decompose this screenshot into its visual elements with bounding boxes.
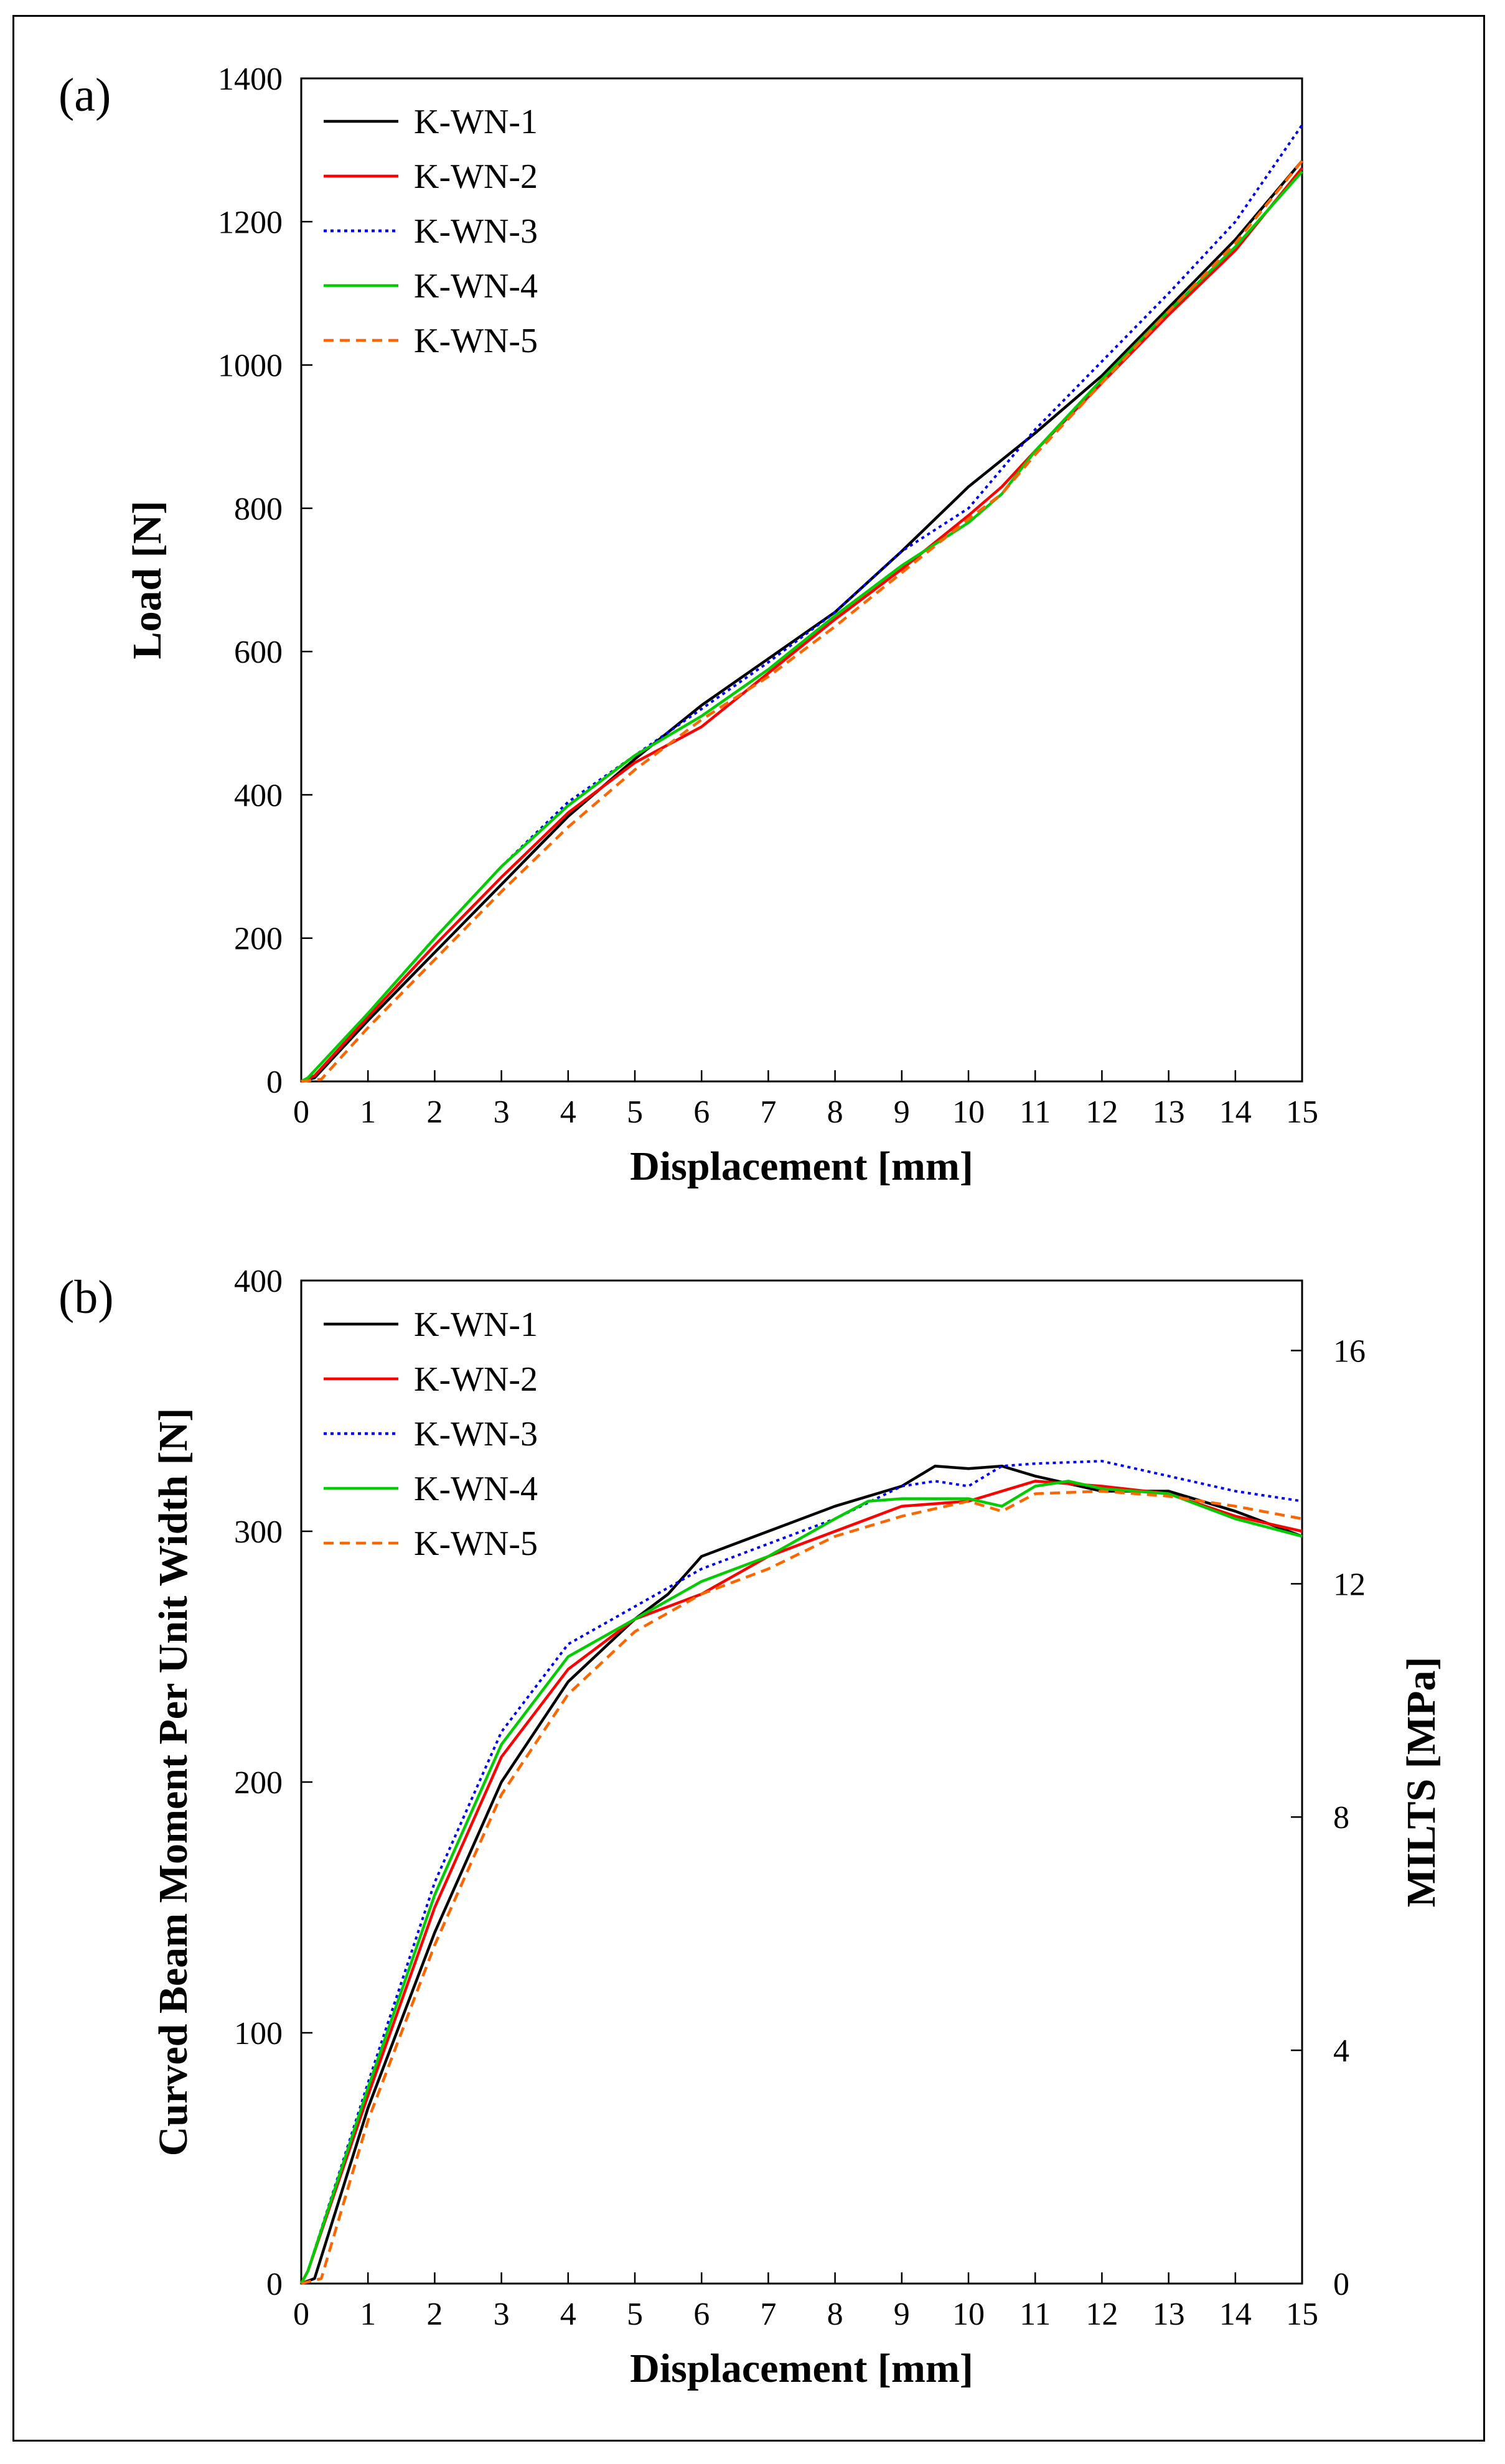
x-tick-label: 9 — [894, 1094, 910, 1130]
x-tick-label: 8 — [827, 2297, 843, 2332]
series-line-k-wn-4 — [300, 1480, 1303, 2285]
y-axis-title: Curved Beam Moment Per Unit Width [N] — [151, 1408, 196, 2157]
x-tick-label: 0 — [293, 2297, 309, 2332]
y2-tick-label: 12 — [1333, 1567, 1366, 1602]
x-tick-label: 7 — [760, 2297, 776, 2332]
legend-label: K-WN-5 — [414, 322, 538, 360]
y-tick-label: 800 — [234, 492, 283, 527]
x-tick-label: 7 — [760, 1094, 776, 1130]
y-tick-label: 100 — [234, 2016, 283, 2051]
figure-frame — [12, 15, 1485, 2442]
x-tick-label: 13 — [1153, 1094, 1185, 1130]
x-tick-label: 14 — [1219, 1094, 1252, 1130]
x-tick-label: 3 — [494, 2297, 510, 2332]
legend-label: K-WN-2 — [414, 157, 538, 196]
series-line-k-wn-1 — [301, 159, 1303, 1083]
x-tick-label: 4 — [560, 2297, 576, 2332]
series-line-k-wn-3 — [301, 124, 1303, 1083]
legend-label: K-WN-3 — [414, 1415, 538, 1454]
y2-tick-label: 0 — [1333, 2267, 1349, 2302]
y-tick-label: 1400 — [218, 62, 283, 97]
chart-panel-2: 0 1 2 3 4 5 6 7 8 9 10 11 12 13 14 15010020030040004812… — [59, 1264, 1444, 2391]
x-tick-label: 11 — [1020, 2297, 1051, 2332]
panel-label: (a) — [59, 69, 111, 121]
legend-label: K-WN-1 — [414, 1305, 538, 1344]
x-tick-label: 13 — [1153, 2297, 1185, 2332]
y-tick-label: 1200 — [218, 205, 283, 240]
legend: K-WN-1 K-WN-2 K-WN-3 K-WN-4 K-WN-5 — [324, 103, 538, 360]
x-tick-label: 11 — [1020, 1094, 1051, 1130]
y-tick-label: 600 — [234, 635, 283, 670]
series-line-k-wn-2 — [300, 1480, 1303, 2285]
chart-panel-1: 0 1 2 3 4 5 6 7 8 9 10 11 12 13 14 15020040060080010001… — [59, 62, 1318, 1189]
y-tick-label: 0 — [266, 1065, 283, 1100]
y-tick-label: 400 — [234, 1264, 283, 1299]
x-tick-label: 6 — [693, 1094, 710, 1130]
legend-label: K-WN-5 — [414, 1524, 538, 1563]
y2-tick-label: 16 — [1333, 1333, 1366, 1369]
x-tick-label: 15 — [1286, 2297, 1318, 2332]
x-tick-label: 1 — [360, 1094, 376, 1130]
x-tick-label: 10 — [952, 1094, 985, 1130]
y2-tick-label: 8 — [1333, 1800, 1349, 1836]
legend-label: K-WN-1 — [414, 103, 538, 141]
y-tick-label: 0 — [266, 2267, 283, 2302]
plot-area — [300, 77, 1303, 1083]
x-tick-label: 12 — [1085, 1094, 1118, 1130]
legend: K-WN-1 K-WN-2 K-WN-3 K-WN-4 K-WN-5 — [324, 1305, 538, 1563]
legend-label: K-WN-4 — [414, 1470, 538, 1508]
x-axis-title: Displacement [mm] — [630, 2346, 973, 2391]
series-line-k-wn-1 — [301, 1464, 1303, 2285]
x-tick-label: 4 — [560, 1094, 576, 1130]
x-tick-label: 2 — [426, 2297, 443, 2332]
legend-label: K-WN-3 — [414, 212, 538, 251]
x-axis-title: Displacement [mm] — [630, 1144, 973, 1189]
x-tick-label: 6 — [693, 2297, 710, 2332]
x-tick-label: 15 — [1286, 1094, 1318, 1130]
x-tick-label: 10 — [952, 2297, 985, 2332]
x-tick-label: 9 — [894, 2297, 910, 2332]
x-tick-label: 5 — [627, 2297, 643, 2332]
x-tick-label: 0 — [293, 1094, 309, 1130]
panel-label: (b) — [59, 1271, 114, 1323]
y2-axis-title: MILTS [MPa] — [1399, 1657, 1444, 1908]
y2-tick-label: 4 — [1333, 2033, 1349, 2069]
x-tick-label: 3 — [494, 1094, 510, 1130]
y-tick-label: 1000 — [218, 348, 283, 384]
legend-label: K-WN-4 — [414, 267, 538, 306]
x-tick-label: 8 — [827, 1094, 843, 1130]
series-line-k-wn-5 — [301, 159, 1303, 1083]
x-tick-label: 5 — [627, 1094, 643, 1130]
y-tick-label: 300 — [234, 1514, 283, 1550]
x-tick-label: 1 — [360, 2297, 376, 2332]
legend-label: K-WN-2 — [414, 1360, 538, 1399]
x-tick-label: 2 — [426, 1094, 443, 1130]
series-line-k-wn-4 — [300, 170, 1303, 1083]
x-tick-label: 14 — [1219, 2297, 1252, 2332]
series-line-k-wn-5 — [301, 1490, 1303, 2285]
y-tick-label: 200 — [234, 1765, 283, 1801]
y-tick-label: 400 — [234, 778, 283, 813]
y-axis-title: Load [N] — [124, 501, 170, 660]
x-tick-label: 12 — [1085, 2297, 1118, 2332]
y-tick-label: 200 — [234, 922, 283, 957]
